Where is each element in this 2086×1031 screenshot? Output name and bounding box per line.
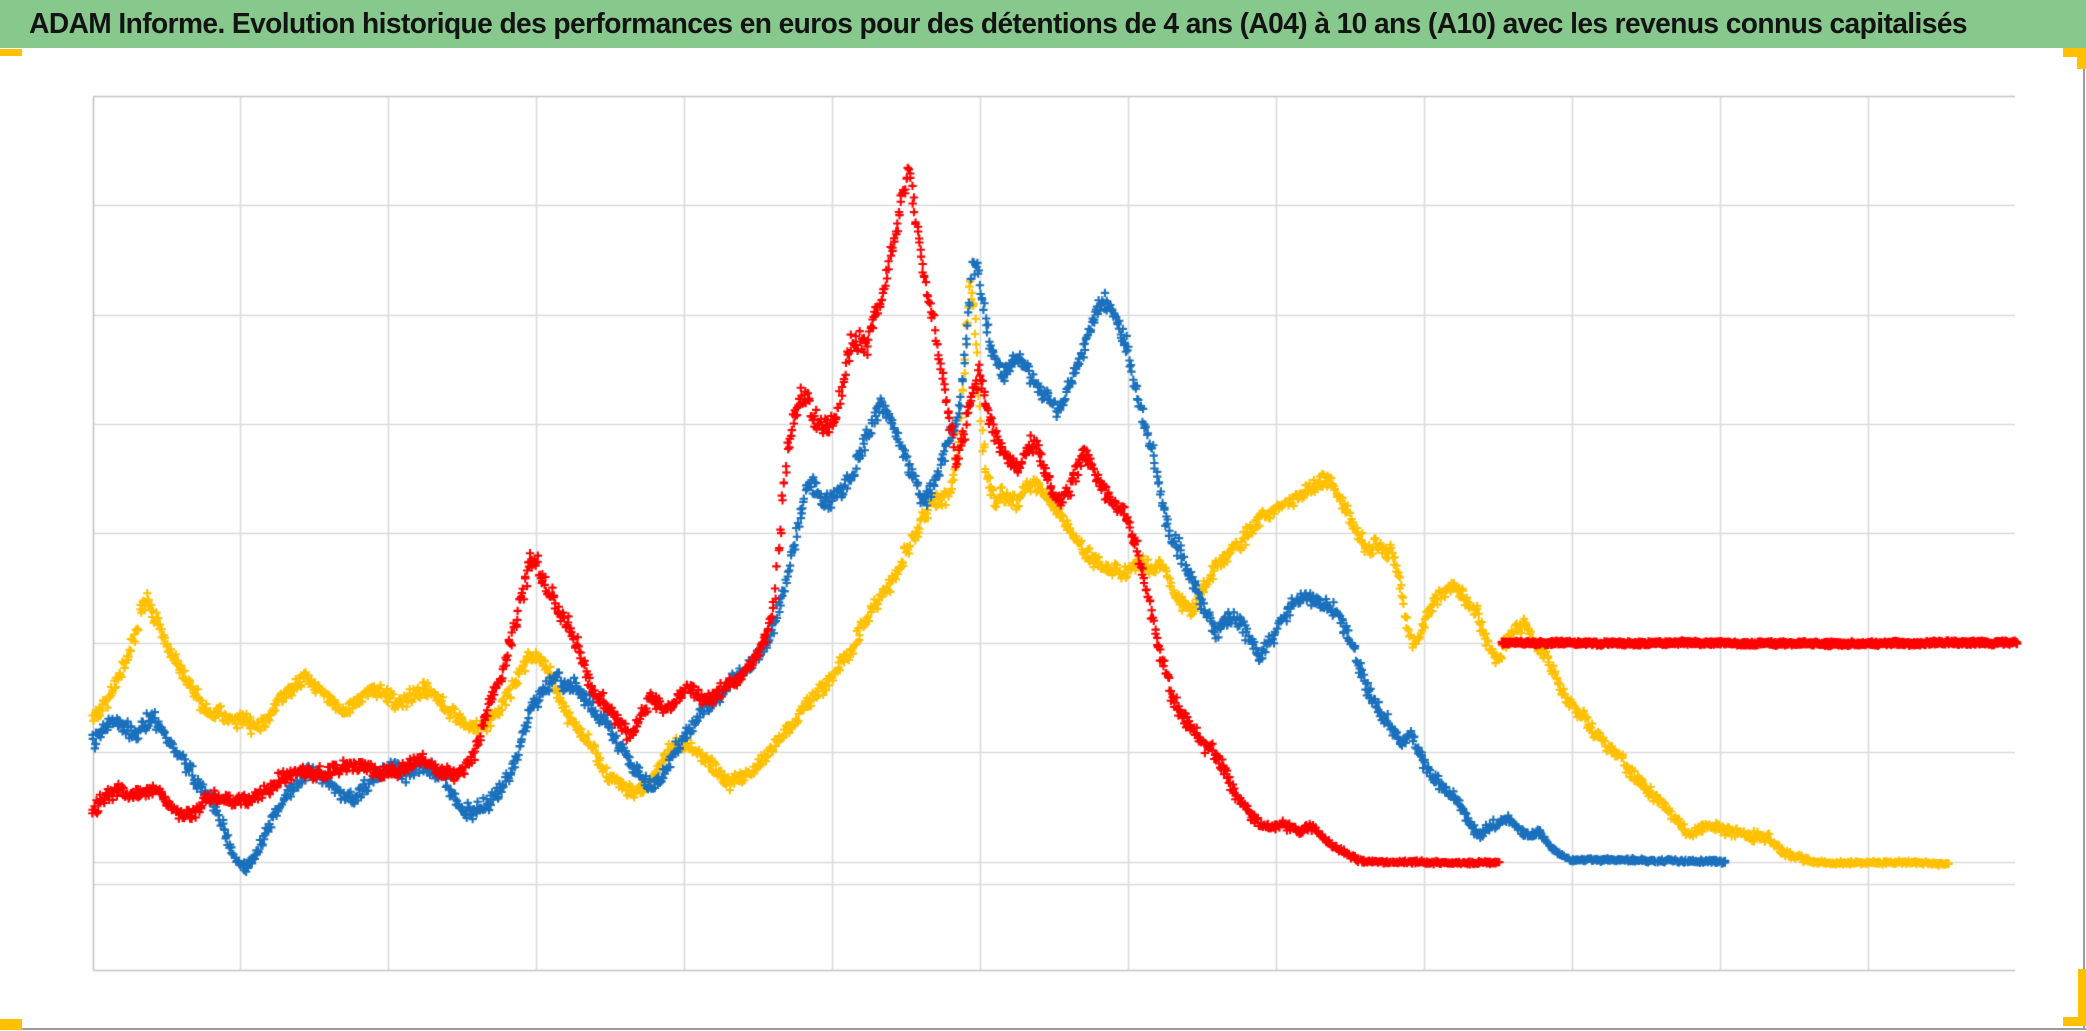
- corner-accent-bottom-left: [0, 1019, 22, 1030]
- corner-accent-top-right: [2063, 48, 2086, 57]
- frame-bottom-edge: [0, 1028, 2086, 1030]
- frame-right-edge: [2083, 56, 2085, 1029]
- corner-accent-top-right-vertical: [2077, 48, 2086, 69]
- corner-accent-bottom-right-vertical: [2078, 969, 2086, 1026]
- corner-accent-bottom-right: [2063, 1017, 2086, 1026]
- corner-accent-top-left: [0, 49, 22, 56]
